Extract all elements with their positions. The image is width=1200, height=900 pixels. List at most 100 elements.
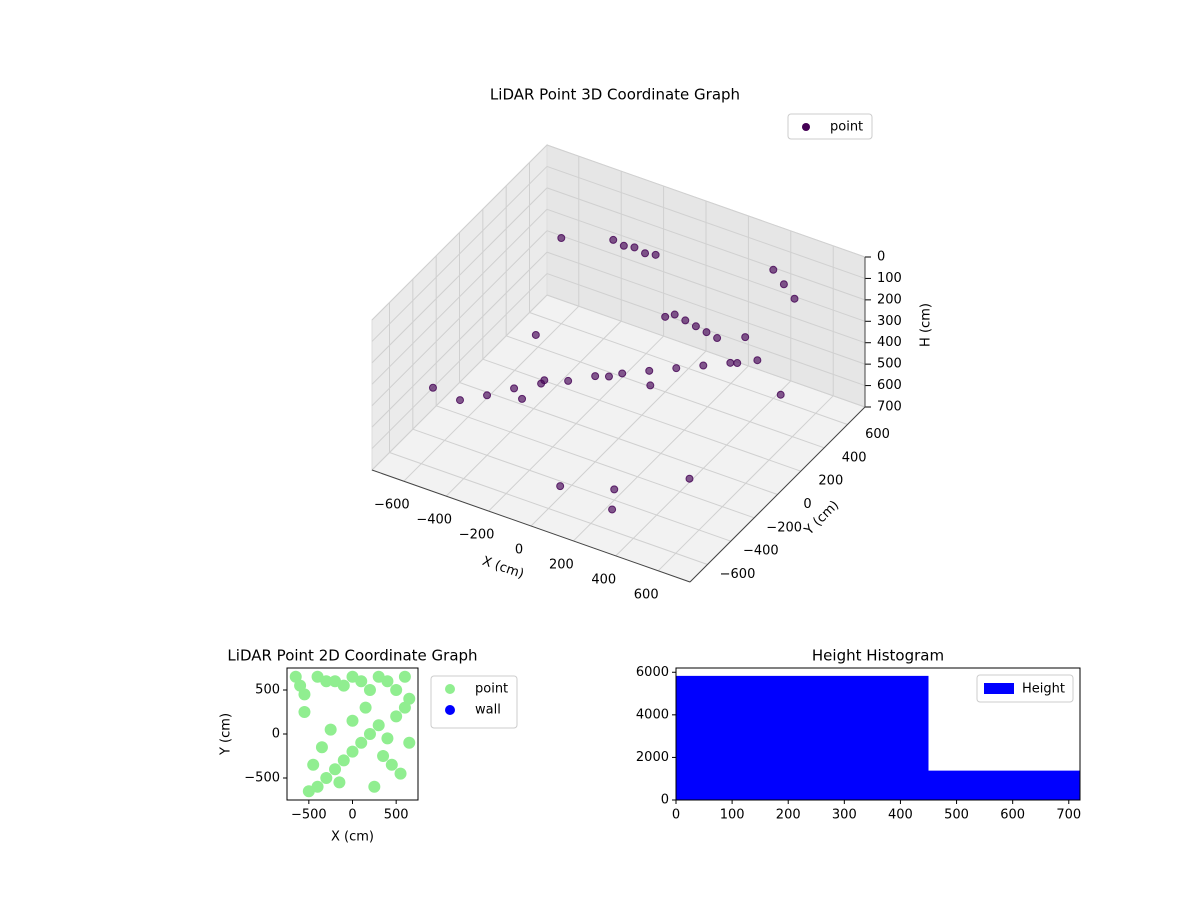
point (337, 679, 350, 692)
point (681, 316, 690, 325)
x-axis-label: X (cm) (331, 830, 374, 845)
x-tick-label: 600 (634, 587, 659, 602)
x-tick-label: 0 (672, 808, 680, 823)
axes-frame (675, 667, 1081, 801)
point (315, 741, 328, 754)
grid-line (546, 187, 866, 301)
grid-line (371, 230, 548, 407)
z-tick-label: 600 (877, 378, 902, 393)
point (564, 376, 573, 385)
point (324, 723, 337, 736)
point (298, 706, 311, 718)
legend-label: point (475, 682, 508, 697)
grid-line (529, 312, 848, 425)
grid-line (371, 187, 548, 364)
legend-label: point (830, 120, 863, 135)
point (456, 396, 464, 405)
point (651, 250, 660, 259)
point (394, 767, 407, 780)
point (510, 384, 519, 393)
point (713, 334, 722, 343)
y-tick-label: −500 (244, 771, 280, 786)
x-tick-label: 500 (384, 808, 409, 823)
point (531, 330, 540, 339)
y-tick-label: 0 (272, 727, 280, 742)
point (346, 745, 359, 758)
x-tick-label: 400 (888, 808, 913, 823)
point (390, 710, 403, 723)
legend-box (787, 113, 873, 140)
point (591, 372, 600, 381)
point (390, 684, 403, 696)
x-tick-label: −200 (459, 528, 495, 543)
bar (676, 675, 929, 800)
point (403, 736, 416, 749)
z-tick-label: 200 (877, 292, 902, 307)
y-tick-label: 600 (865, 427, 890, 442)
point (556, 482, 565, 491)
point (381, 732, 394, 745)
point (670, 310, 679, 319)
point (609, 235, 618, 244)
point (733, 359, 742, 368)
point (604, 372, 613, 381)
z-axis-label: H (cm) (919, 303, 934, 347)
point (641, 249, 650, 258)
y-tick-label: 2000 (636, 750, 669, 765)
x-tick-label: 0 (348, 808, 356, 823)
grid-line (546, 144, 866, 258)
point (630, 243, 639, 252)
grid-line (371, 251, 548, 428)
point (372, 719, 385, 732)
point (741, 333, 750, 342)
point (363, 684, 376, 696)
x-tick-label: −600 (374, 498, 410, 513)
grid-line (546, 208, 866, 322)
point (518, 394, 527, 403)
point (702, 328, 711, 337)
point (483, 391, 492, 400)
z-tick-label: 500 (877, 357, 902, 372)
point (385, 758, 398, 771)
legend-marker (802, 123, 810, 131)
point (726, 358, 735, 367)
legend-label: Height (1022, 682, 1065, 697)
z-tick-label: 100 (877, 271, 902, 286)
point (311, 780, 324, 793)
point (646, 381, 655, 390)
y-tick-label: −400 (743, 544, 779, 559)
x-tick-label: 0 (515, 543, 523, 558)
x-tick-label: 500 (944, 808, 969, 823)
x-tick-label: −500 (291, 808, 327, 823)
x-tick-label: 200 (776, 808, 801, 823)
point (398, 701, 411, 714)
y-tick-label: 400 (842, 450, 867, 465)
y-tick-label: 6000 (636, 665, 669, 680)
grid-line (459, 382, 778, 495)
grid-line (389, 452, 708, 565)
point (699, 361, 708, 370)
x-tick-label: −400 (416, 513, 452, 528)
y-tick-label: 200 (818, 474, 843, 489)
y-tick-label: 4000 (636, 707, 669, 722)
point (320, 675, 333, 688)
chart-title: LiDAR Point 2D Coordinate Graph (227, 647, 477, 665)
point (307, 758, 320, 771)
point (769, 265, 778, 274)
grid-line (371, 208, 548, 385)
point (381, 675, 394, 688)
grid-line (546, 294, 866, 408)
x-tick-label: 100 (720, 808, 745, 823)
point (333, 776, 346, 789)
point (363, 728, 376, 740)
chart-title: LiDAR Point 3D Coordinate Graph (490, 86, 740, 104)
z-tick-label: 400 (877, 335, 902, 350)
point (346, 714, 359, 727)
point (298, 688, 311, 701)
legend-marker (984, 683, 1014, 694)
point (753, 356, 762, 365)
x-tick-label: 600 (1000, 808, 1025, 823)
z-tick-label: 700 (877, 400, 902, 415)
y-tick-label: −200 (766, 520, 802, 535)
